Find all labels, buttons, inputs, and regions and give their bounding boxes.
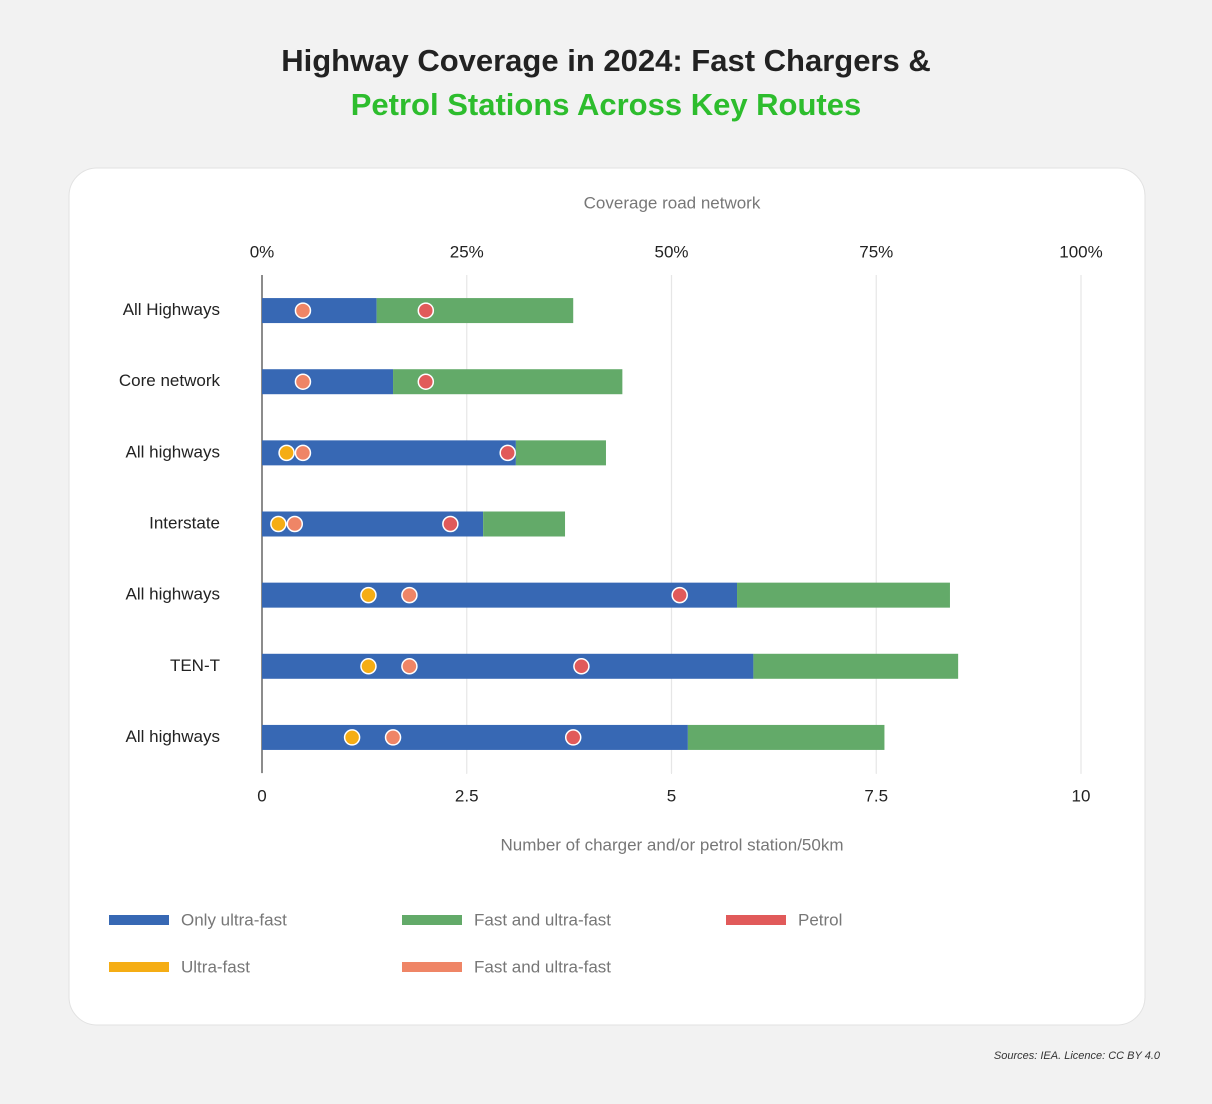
- dot: [442, 515, 459, 533]
- legend-swatch: [402, 962, 462, 972]
- dot: [401, 586, 418, 604]
- dot: [417, 302, 435, 319]
- legend-swatch: [402, 915, 462, 925]
- x-tick-label: 5: [667, 786, 676, 805]
- bar: [515, 440, 606, 466]
- bar: [483, 511, 566, 537]
- bar: [737, 582, 950, 608]
- dot: [384, 729, 402, 746]
- dot: [286, 515, 304, 533]
- x2-tick-label: 50%: [654, 242, 688, 261]
- legend-label: Only ultra-fast: [181, 910, 287, 929]
- category-label: All Highways: [123, 300, 220, 319]
- category-label: Interstate: [149, 513, 220, 532]
- category-label: All highways: [126, 442, 221, 461]
- dot: [573, 658, 590, 675]
- x2-tick-label: 100%: [1059, 242, 1102, 261]
- bar: [376, 298, 574, 324]
- legend-label: Fast and ultra-fast: [474, 910, 611, 929]
- legend-swatch: [726, 915, 786, 925]
- bar: [262, 653, 754, 679]
- category-label: Core network: [119, 371, 221, 390]
- category-label: All highways: [126, 585, 221, 604]
- dot: [360, 658, 377, 675]
- x-tick-label: 10: [1072, 786, 1091, 805]
- category-label: All highways: [126, 727, 221, 746]
- legend-swatch: [109, 962, 169, 972]
- dot: [401, 658, 418, 675]
- x-axis-title: Number of charger and/or petrol station/…: [500, 835, 843, 854]
- legend-swatch: [109, 915, 169, 925]
- category-label: TEN-T: [170, 656, 220, 675]
- dot: [360, 586, 377, 604]
- dot: [294, 373, 312, 390]
- bar: [687, 724, 885, 750]
- dot: [278, 444, 295, 462]
- dot: [270, 515, 287, 533]
- x2-axis-title: Coverage road network: [584, 193, 761, 212]
- bar: [262, 724, 688, 750]
- x-tick-label: 7.5: [864, 786, 888, 805]
- bar: [262, 369, 394, 395]
- x-tick-label: 0: [257, 786, 266, 805]
- dot: [499, 444, 516, 462]
- legend-label: Petrol: [798, 910, 842, 929]
- bar: [262, 582, 738, 608]
- dot: [564, 729, 582, 746]
- dot: [671, 586, 688, 604]
- x2-tick-label: 25%: [450, 242, 484, 261]
- bar: [262, 298, 377, 324]
- chart-subtitle: Petrol Stations Across Key Routes: [351, 87, 862, 122]
- dot: [294, 302, 312, 319]
- chart-title: Highway Coverage in 2024: Fast Chargers …: [281, 43, 931, 78]
- dot: [294, 444, 312, 462]
- x2-tick-label: 75%: [859, 242, 893, 261]
- x-tick-label: 2.5: [455, 786, 479, 805]
- legend-label: Ultra-fast: [181, 957, 250, 976]
- x2-tick-label: 0%: [250, 242, 275, 261]
- bar: [753, 653, 959, 679]
- legend-label: Fast and ultra-fast: [474, 957, 611, 976]
- source: Sources: IEA. Licence: CC BY 4.0: [994, 1050, 1161, 1062]
- dot: [343, 729, 361, 746]
- dot: [417, 373, 435, 390]
